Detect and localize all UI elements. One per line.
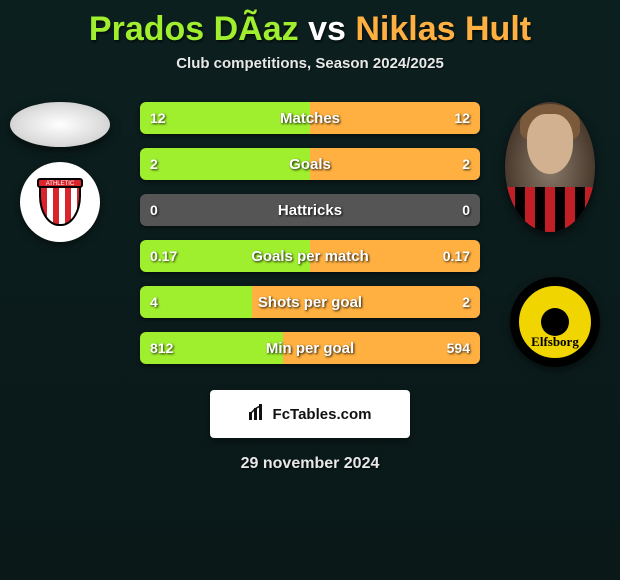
attribution-badge[interactable]: FcTables.com	[210, 390, 410, 438]
stat-label: Hattricks	[140, 194, 480, 226]
subtitle: Club competitions, Season 2024/2025	[0, 55, 620, 72]
stat-label: Shots per goal	[140, 286, 480, 318]
vs-text: vs	[308, 10, 346, 48]
player2-kit	[505, 187, 595, 232]
attribution-label: FcTables.com	[273, 406, 372, 423]
stat-label: Goals	[140, 148, 480, 180]
player2-club-crest: Elfsborg	[510, 277, 600, 367]
player1-avatar	[10, 102, 110, 147]
stat-row: 1212Matches	[140, 102, 480, 134]
stat-row: 812594Min per goal	[140, 332, 480, 364]
stat-row: 42Shots per goal	[140, 286, 480, 318]
elfsborg-icon: Elfsborg	[516, 283, 594, 361]
athletic-bilbao-icon: ATHLETIC CLUB	[31, 168, 89, 236]
stat-row: 00Hattricks	[140, 194, 480, 226]
stat-label: Goals per match	[140, 240, 480, 272]
stat-label: Min per goal	[140, 332, 480, 364]
date-text: 29 november 2024	[0, 455, 620, 473]
chart-icon	[249, 404, 267, 424]
page-title: Prados DÃ­az vs Niklas Hult	[0, 0, 620, 49]
player2-face	[527, 114, 573, 174]
stat-label: Matches	[140, 102, 480, 134]
elfsborg-text: Elfsborg	[531, 334, 579, 350]
player1-name: Prados DÃ­az	[89, 10, 299, 48]
player2-avatar	[505, 102, 595, 232]
player2-name: Niklas Hult	[355, 10, 531, 48]
stat-row: 22Goals	[140, 148, 480, 180]
elfsborg-ball-icon	[541, 308, 569, 336]
stat-row: 0.170.17Goals per match	[140, 240, 480, 272]
stat-bars: 1212Matches 22Goals 00Hattricks 0.170.17Goa…	[140, 102, 480, 378]
player1-club-crest: ATHLETIC CLUB	[20, 162, 100, 242]
crest-stripes	[39, 186, 81, 226]
